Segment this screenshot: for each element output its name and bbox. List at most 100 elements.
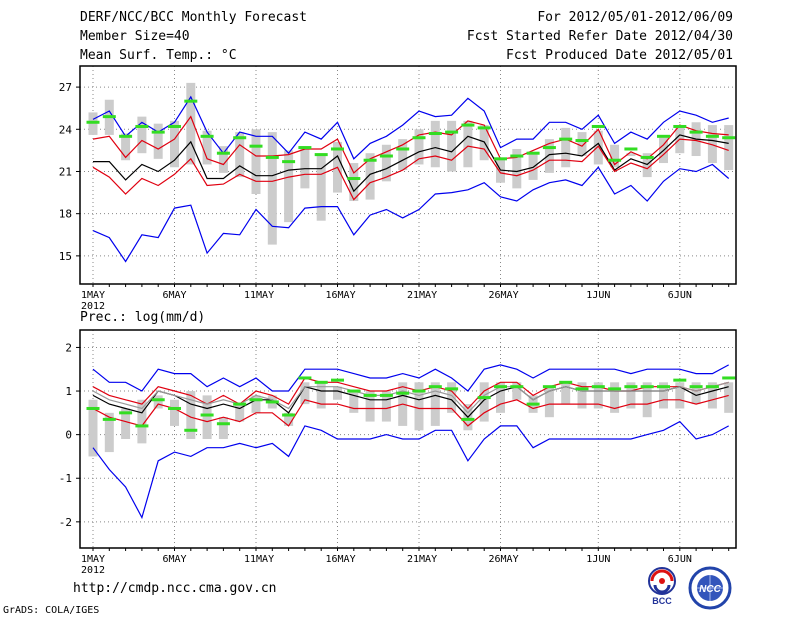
- temp-ensemble-box: [349, 163, 359, 202]
- temp-ensemble-box: [642, 153, 652, 178]
- temp-ensemble-box: [381, 144, 391, 182]
- temp-observed-marker: [494, 157, 507, 161]
- prec-series-min: [92, 420, 729, 520]
- temp-ensemble-box: [610, 144, 620, 168]
- prec-ensemble-box: [202, 395, 212, 439]
- prec-xtick-label: 21MAY: [407, 554, 437, 565]
- prec-observed-marker: [542, 385, 556, 389]
- temp-observed-marker: [249, 144, 263, 148]
- temp-observed-marker: [379, 154, 393, 158]
- temp-observed-marker: [363, 158, 377, 162]
- temp-observed-marker: [640, 155, 654, 159]
- prec-observed-marker: [200, 413, 214, 417]
- prec-ensemble-box: [447, 382, 457, 413]
- temp-observed-marker: [559, 137, 573, 141]
- temp-plot-frame: [79, 65, 737, 285]
- temp-ensemble-box: [235, 132, 245, 178]
- temp-observed-marker: [705, 134, 719, 138]
- prec-xtick-label: 16MAY: [326, 554, 356, 565]
- temp-observed-marker: [542, 146, 556, 150]
- temp-ensemble-box: [251, 129, 261, 194]
- ncc-logo-text: NCC: [699, 584, 721, 595]
- bcc-logo-text: BCC: [652, 596, 672, 606]
- temp-observed-marker: [477, 126, 491, 130]
- prec-ensemble-box: [137, 399, 147, 444]
- temp-observed-marker: [445, 130, 459, 134]
- prec-ytick-label: 0: [65, 429, 72, 442]
- prec-ensemble-box: [153, 395, 163, 409]
- temp-ytick-label: 15: [59, 250, 72, 263]
- prec-ensemble-box: [642, 382, 652, 418]
- temp-observed-marker: [608, 158, 622, 162]
- prec-ensemble-box: [479, 382, 489, 422]
- temp-observed-marker: [151, 130, 165, 134]
- prec-observed-marker: [379, 393, 393, 397]
- forecast-period: For 2012/05/01-2012/06/09: [537, 10, 733, 25]
- prec-observed-marker: [282, 413, 296, 417]
- prec-ensemble-box: [104, 412, 114, 453]
- prec-ensemble-box: [430, 382, 440, 426]
- temp-observed-marker: [510, 154, 524, 158]
- prec-observed-marker: [494, 385, 507, 389]
- prec-observed-marker: [624, 385, 638, 389]
- temp-observed-marker: [412, 136, 426, 140]
- temp-ensemble-box: [414, 129, 424, 165]
- precip-panel-label: Prec.: log(mm/d): [80, 310, 206, 325]
- temp-ensemble-box: [153, 123, 163, 159]
- prec-observed-marker: [135, 424, 149, 428]
- prec-observed-marker: [396, 391, 410, 395]
- prec-ensemble-box: [626, 382, 636, 409]
- prec-observed-marker: [689, 385, 703, 389]
- prec-observed-marker: [640, 385, 654, 389]
- prec-observed-marker: [102, 417, 116, 421]
- temp-observed-marker: [657, 134, 670, 138]
- temp-ensemble-box: [463, 120, 473, 168]
- temp-xtick-label: 16MAY: [326, 290, 356, 301]
- temp-ensemble-box: [365, 153, 375, 200]
- temp-observed-marker: [119, 134, 133, 138]
- temp-ensemble-box: [561, 127, 571, 168]
- temp-observed-marker: [216, 151, 230, 155]
- temp-observed-marker: [135, 124, 149, 128]
- prec-observed-marker: [314, 380, 328, 384]
- prec-ensemble-box: [675, 382, 685, 409]
- prec-ensemble-box: [251, 395, 261, 413]
- prec-observed-marker: [347, 389, 361, 393]
- prec-observed-marker: [445, 387, 459, 391]
- temp-ensemble-box: [496, 158, 505, 183]
- prec-ytick-label: 1: [65, 385, 72, 398]
- temp-series-min: [92, 163, 730, 263]
- temp-observed-marker: [347, 177, 361, 181]
- prec-ensemble-box: [496, 382, 505, 413]
- prec-observed-marker: [216, 422, 230, 426]
- temp-observed-marker: [168, 124, 181, 128]
- prec-observed-marker: [151, 398, 165, 402]
- prec-ensemble-box: [170, 399, 179, 426]
- temp-observed-marker: [722, 136, 736, 140]
- prec-observed-marker: [526, 402, 540, 406]
- header-left: DERF/NCC/BCC Monthly Forecast Member Size…: [80, 8, 307, 65]
- temp-observed-marker: [575, 139, 589, 143]
- prec-ensemble-box: [88, 399, 98, 457]
- temp-ensemble-box: [626, 153, 636, 157]
- temp-ensemble-box: [430, 120, 440, 168]
- prec-series-max: [92, 364, 729, 392]
- prec-observed-marker: [119, 411, 133, 415]
- prec-observed-marker: [233, 402, 247, 406]
- prec-observed-marker: [184, 428, 198, 432]
- prec-series-observed-line: [92, 381, 729, 414]
- prec-observed-marker: [412, 389, 426, 393]
- temp-observed-marker: [526, 151, 540, 155]
- prec-ensemble-box: [300, 382, 310, 405]
- temp-observed-marker: [591, 124, 605, 128]
- prec-ensemble-box: [561, 382, 571, 405]
- source-url[interactable]: http://cmdp.ncc.cma.gov.cn: [73, 581, 277, 596]
- prec-ensemble-box: [349, 391, 359, 413]
- temp-ensemble-box: [300, 146, 310, 189]
- grads-credit: GrADS: COLA/IGES: [3, 605, 100, 616]
- temp-ytick-label: 21: [59, 165, 72, 178]
- prec-observed-marker: [249, 398, 263, 402]
- prec-observed-marker: [86, 406, 100, 410]
- prec-ensemble-box: [593, 382, 603, 409]
- temp-ensemble-box: [121, 133, 131, 161]
